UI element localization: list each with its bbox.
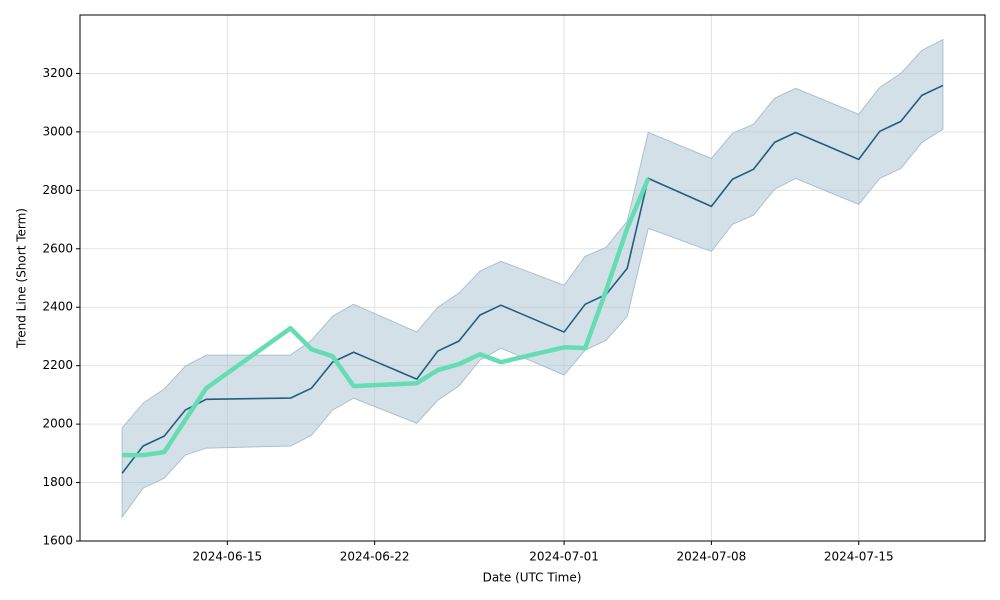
x-tick-label: 2024-07-08 <box>677 550 747 564</box>
x-tick-label: 2024-07-01 <box>529 550 599 564</box>
x-tick-label: 2024-06-22 <box>340 550 410 564</box>
x-tick-label: 2024-06-15 <box>192 550 262 564</box>
x-tick-label: 2024-07-15 <box>824 550 894 564</box>
series-line <box>121 84 944 474</box>
y-tick-label: 2800 <box>42 183 73 197</box>
y-tick-label: 1800 <box>42 475 73 489</box>
x-axis-label: Date (UTC Time) <box>483 571 582 585</box>
y-tick-label: 2200 <box>42 358 73 372</box>
plot-frame <box>79 14 986 542</box>
y-tick-label: 2400 <box>42 300 73 314</box>
confidence-band <box>121 38 944 519</box>
y-tick-label: 1600 <box>42 534 73 548</box>
y-tick-label: 3000 <box>42 124 73 138</box>
y-tick-label: 2000 <box>42 417 73 431</box>
y-tick-label: 3200 <box>42 66 73 80</box>
series-line <box>122 177 651 458</box>
y-tick-label: 2600 <box>42 241 73 255</box>
y-axis-label: Trend Line (Short Term) <box>15 208 29 349</box>
